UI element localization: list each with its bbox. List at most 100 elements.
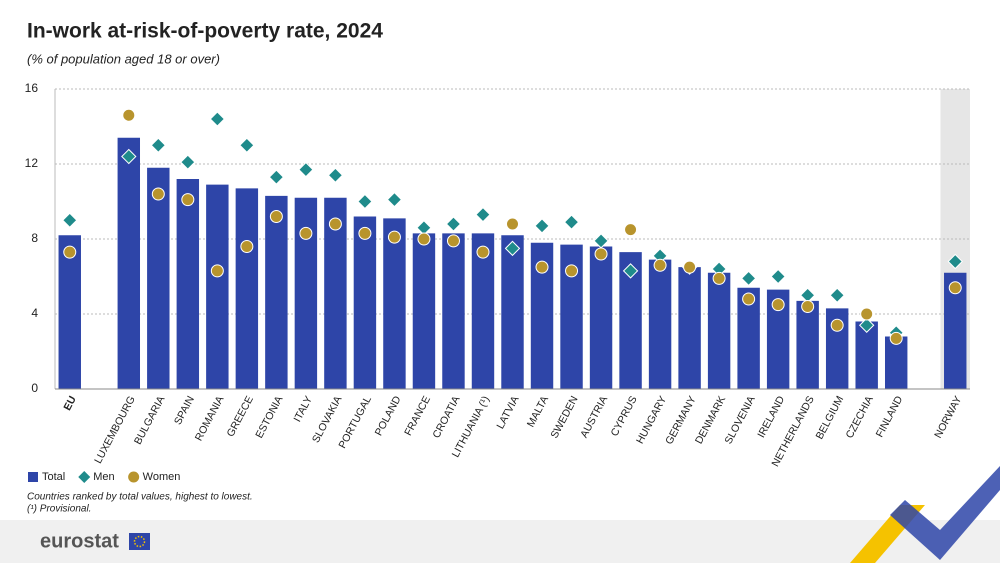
women-marker: [801, 300, 815, 313]
x-tick-label: MALTA: [525, 394, 551, 429]
men-marker: [445, 216, 462, 232]
women-marker: [210, 264, 224, 278]
x-tick-label: SPAIN: [172, 394, 197, 427]
y-tick-label: 16: [25, 81, 39, 95]
men-marker: [563, 214, 580, 230]
logo: eurostat: [40, 530, 119, 552]
women-marker: [269, 210, 283, 223]
bar: [265, 195, 288, 389]
y-tick-label: 8: [31, 231, 38, 245]
women-marker: [535, 260, 549, 274]
bar: [324, 197, 347, 389]
women-marker: [565, 264, 579, 278]
note: Countries ranked by total values, highes…: [27, 492, 253, 503]
note: (¹) Provisional.: [27, 504, 91, 515]
women-marker: [771, 298, 785, 312]
men-marker: [829, 287, 845, 303]
women-marker: [446, 234, 460, 248]
men-marker: [327, 167, 344, 183]
women-marker: [417, 232, 431, 246]
bar: [117, 137, 141, 389]
men-marker: [150, 137, 167, 153]
women-marker: [506, 217, 519, 231]
bar: [206, 184, 229, 389]
x-tick-label: BULGARIA: [132, 394, 168, 447]
bar: [678, 267, 701, 389]
bar: [147, 167, 170, 389]
women-marker: [742, 292, 756, 306]
bar: [383, 218, 406, 389]
y-tick-label: 4: [31, 306, 38, 320]
x-tick-label: AUSTRIA: [578, 394, 610, 440]
women-marker: [151, 187, 165, 201]
x-tick-label: ITALY: [291, 394, 315, 424]
men-marker: [268, 169, 285, 185]
bar: [58, 235, 81, 389]
men-marker: [622, 263, 639, 279]
bar: [235, 188, 259, 389]
women-marker: [594, 247, 608, 261]
women-marker: [181, 193, 195, 207]
women-marker: [830, 318, 844, 332]
x-tick-label: ROMANIA: [193, 394, 227, 443]
footer-band: [0, 520, 1000, 563]
bar: [471, 233, 495, 389]
women-marker: [240, 240, 254, 253]
women-marker: [476, 245, 490, 259]
x-tick-label: CYPRUS: [609, 394, 640, 438]
men-marker: [947, 253, 963, 270]
men-marker: [239, 137, 255, 153]
women-marker: [712, 271, 726, 285]
x-tick-label: IRELAND: [755, 394, 787, 440]
bar: [648, 259, 672, 389]
x-tick-label: SLOVAKIA: [310, 394, 345, 445]
logo-stars: [133, 535, 146, 548]
men-marker: [770, 268, 786, 285]
men-marker: [504, 240, 521, 257]
x-tick-label: ESTONIA: [253, 394, 285, 440]
women-marker: [299, 226, 313, 240]
women-marker: [860, 307, 874, 321]
women-marker: [683, 260, 697, 274]
x-tick-label: LUXEMBOURG: [92, 394, 138, 466]
legend-label: Total: [42, 471, 65, 483]
bar: [737, 287, 760, 389]
x-tick-label: EU: [61, 394, 78, 413]
legend-swatch: [28, 472, 38, 482]
x-tick-label: FINLAND: [874, 394, 906, 440]
men-marker: [209, 111, 226, 127]
x-tick-label: FRANCE: [402, 394, 433, 438]
x-tick-label: GREECE: [225, 394, 256, 439]
women-marker: [328, 217, 342, 231]
men-marker: [740, 270, 757, 287]
bar: [766, 289, 790, 389]
bar: [619, 252, 642, 389]
bar: [501, 235, 524, 389]
chart-title: In-work at-risk-of-poverty rate, 2024: [27, 20, 383, 43]
men-marker: [858, 317, 875, 333]
y-tick-label: 0: [31, 381, 38, 395]
women-marker: [122, 108, 136, 122]
men-marker: [593, 233, 609, 249]
legend-label: Men: [93, 471, 114, 483]
x-tick-label: POLAND: [373, 394, 404, 438]
bar: [353, 216, 377, 389]
bar: [530, 242, 554, 389]
men-marker: [534, 218, 550, 234]
x-tick-label: NORWAY: [932, 394, 964, 440]
decor-stripe: [890, 466, 1000, 560]
legend-swatch: [128, 471, 140, 483]
bar: [884, 336, 908, 389]
x-tick-label: SWEDEN: [548, 394, 580, 440]
x-tick-label: LATVIA: [494, 394, 521, 431]
men-marker: [357, 193, 373, 210]
x-tick-label: CZECHIA: [844, 394, 876, 440]
men-marker: [475, 206, 491, 223]
x-tick-label: BELGIUM: [813, 394, 846, 441]
x-tick-label: SLOVENIA: [722, 394, 757, 446]
bar: [560, 244, 583, 389]
logo-flag: [129, 533, 150, 550]
bar: [855, 321, 878, 389]
women-marker: [63, 245, 77, 259]
